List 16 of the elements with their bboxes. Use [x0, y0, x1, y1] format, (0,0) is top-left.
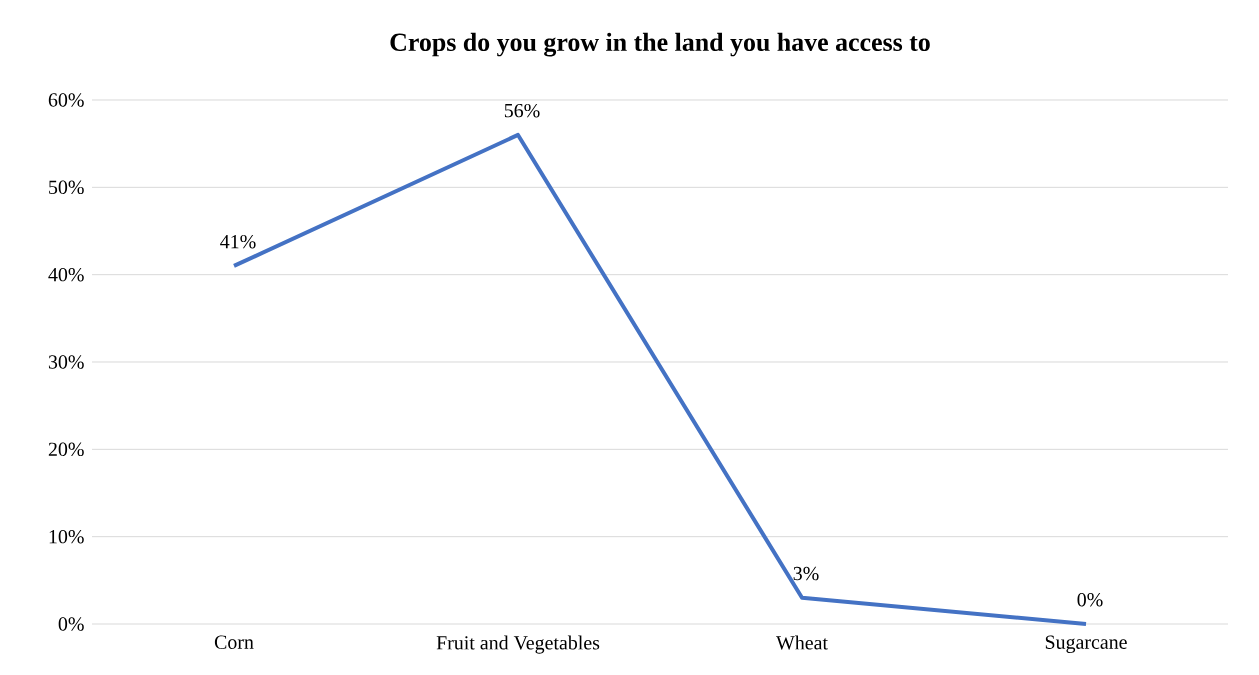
y-tick-label: 50% [49, 180, 84, 195]
data-label: 41% [220, 234, 256, 249]
x-tick-label: Wheat [776, 635, 828, 650]
y-tick-label: 30% [48, 355, 84, 369]
x-tick-label: Fruit and Vegetables [436, 635, 600, 654]
y-tick-label: 0% [58, 617, 84, 631]
data-label: 56% [504, 103, 540, 118]
x-tick-label: Sugarcane [1045, 635, 1127, 654]
y-tick-label: 40% [48, 267, 84, 282]
data-label: 0% [1077, 592, 1103, 607]
y-tick-label: 10% [49, 529, 84, 544]
y-tick-label: 60% [48, 93, 84, 107]
x-tick-label: Corn [214, 635, 254, 649]
data-label: 3% [793, 566, 819, 581]
chart-title: Crops do you grow in the land you have access to [390, 32, 930, 57]
y-tick-label: 20% [48, 442, 84, 457]
